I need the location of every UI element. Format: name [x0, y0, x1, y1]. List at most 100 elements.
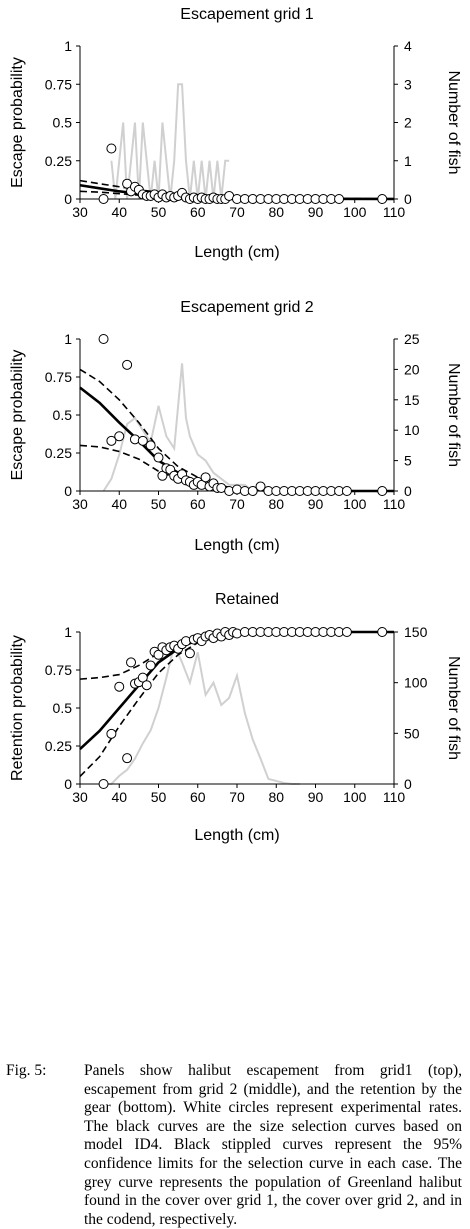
- caption-label: Fig. 5:: [6, 1062, 47, 1079]
- x-tick-label: 70: [229, 496, 245, 512]
- caption-text: Panels show halibut escapement from grid…: [84, 1062, 462, 1228]
- x-tick-label: 110: [383, 496, 406, 512]
- x-tick-label: 40: [111, 204, 127, 220]
- observed-point: [184, 648, 195, 659]
- y-tick-label: 0.75: [45, 76, 72, 92]
- observed-point: [98, 194, 109, 204]
- observed-point: [145, 660, 156, 671]
- observed-point: [153, 452, 164, 463]
- y2-tick-label: 1: [404, 153, 412, 169]
- y-tick-label: 1: [64, 624, 72, 640]
- y2-tick-label: 0: [404, 191, 412, 207]
- x-axis-label: Length (cm): [194, 827, 279, 844]
- x-axis-label: Length (cm): [194, 244, 279, 261]
- x-tick-label: 60: [190, 789, 206, 805]
- observed-point: [114, 681, 125, 692]
- y-tick-label: 0.25: [45, 153, 72, 169]
- observed-point: [106, 435, 117, 446]
- observed-point: [153, 649, 164, 660]
- y-tick-label: 0.75: [45, 662, 72, 678]
- y2-tick-label: 10: [404, 422, 420, 438]
- y-axis-label: Escape probability: [9, 57, 26, 188]
- y2-tick-label: 20: [404, 361, 420, 377]
- observed-point: [341, 486, 352, 496]
- y-tick-label: 0: [64, 776, 72, 792]
- x-tick-label: 90: [308, 789, 324, 805]
- y-tick-label: 0.5: [53, 700, 73, 716]
- x-tick-label: 60: [190, 204, 206, 220]
- observed-point: [247, 486, 258, 496]
- y2-tick-label: 25: [404, 331, 420, 347]
- y-axis-label: Escape probability: [9, 350, 26, 481]
- observed-point: [126, 657, 137, 668]
- chart-title: Escapement grid 1: [180, 6, 314, 23]
- x-tick-label: 50: [151, 789, 167, 805]
- y2-tick-label: 100: [404, 675, 428, 691]
- y-tick-label: 0.25: [45, 738, 72, 754]
- observed-point: [145, 440, 156, 451]
- y-tick-label: 0: [64, 483, 72, 499]
- figure-canvas: Escapement grid 130 40 50 60 70 80 90 100 11000.…: [9, 6, 462, 844]
- y-tick-label: 0.5: [53, 407, 73, 423]
- observed-point: [377, 194, 388, 204]
- x-tick-label: 80: [268, 496, 284, 512]
- y-tick-label: 0.75: [45, 369, 72, 385]
- observed-point: [98, 779, 109, 789]
- observed-point: [157, 470, 168, 481]
- y-axis-label: Retention probability: [9, 635, 26, 781]
- x-tick-label: 100: [343, 789, 367, 805]
- observed-point: [334, 194, 345, 204]
- x-tick-label: 100: [343, 496, 367, 512]
- observed-point: [98, 334, 109, 344]
- x-tick-label: 90: [308, 204, 324, 220]
- selection-curve: [79, 630, 394, 750]
- x-tick-label: 70: [229, 204, 245, 220]
- observed-point: [200, 472, 211, 483]
- y-tick-label: 1: [64, 38, 72, 54]
- observed-point: [377, 627, 388, 637]
- observed-point: [122, 359, 133, 370]
- observed-point: [106, 143, 117, 154]
- population-series-line: [102, 363, 277, 493]
- x-tick-label: 90: [308, 496, 324, 512]
- observed-point: [106, 728, 117, 739]
- y2-tick-label: 3: [404, 76, 412, 92]
- observed-point: [137, 435, 148, 446]
- x-tick-label: 110: [383, 789, 406, 805]
- y2-axis-label: Number of fish: [445, 70, 462, 174]
- x-tick-label: 80: [268, 204, 284, 220]
- observed-point: [141, 680, 152, 691]
- y2-tick-label: 2: [404, 115, 412, 131]
- observed-point: [377, 486, 388, 496]
- chart-title: Escapement grid 2: [180, 299, 314, 316]
- x-tick-label: 70: [229, 789, 245, 805]
- x-tick-label: 40: [111, 496, 127, 512]
- y2-tick-label: 4: [404, 38, 412, 54]
- y2-axis-label: Number of fish: [445, 656, 462, 760]
- x-tick-label: 30: [72, 789, 88, 805]
- y2-tick-label: 0: [404, 483, 412, 499]
- y-tick-label: 1: [64, 331, 72, 347]
- observed-point: [114, 431, 125, 442]
- x-tick-label: 60: [190, 496, 206, 512]
- y2-tick-label: 15: [404, 392, 420, 408]
- observed-point: [341, 627, 352, 637]
- x-tick-label: 30: [72, 204, 88, 220]
- y-tick-label: 0.25: [45, 445, 72, 461]
- panel-escapement-grid-2: Escapement grid 230 40 50 60 70 80 90 100 11000.…: [9, 299, 462, 554]
- y2-tick-label: 50: [404, 725, 420, 741]
- x-tick-label: 100: [343, 204, 367, 220]
- ci-upper-line: [79, 631, 394, 680]
- y2-tick-label: 150: [404, 624, 428, 640]
- y2-tick-label: 5: [404, 453, 412, 469]
- y2-tick-label: 0: [404, 776, 412, 792]
- y-tick-label: 0: [64, 191, 72, 207]
- panel-escapement-grid-1: Escapement grid 130 40 50 60 70 80 90 100 11000.…: [9, 6, 462, 261]
- observed-point: [255, 481, 266, 492]
- x-tick-label: 40: [111, 789, 127, 805]
- population-series-line: [103, 642, 300, 785]
- x-axis-label: Length (cm): [194, 537, 279, 554]
- y2-axis-label: Number of fish: [445, 363, 462, 467]
- y-tick-label: 0.5: [53, 115, 73, 131]
